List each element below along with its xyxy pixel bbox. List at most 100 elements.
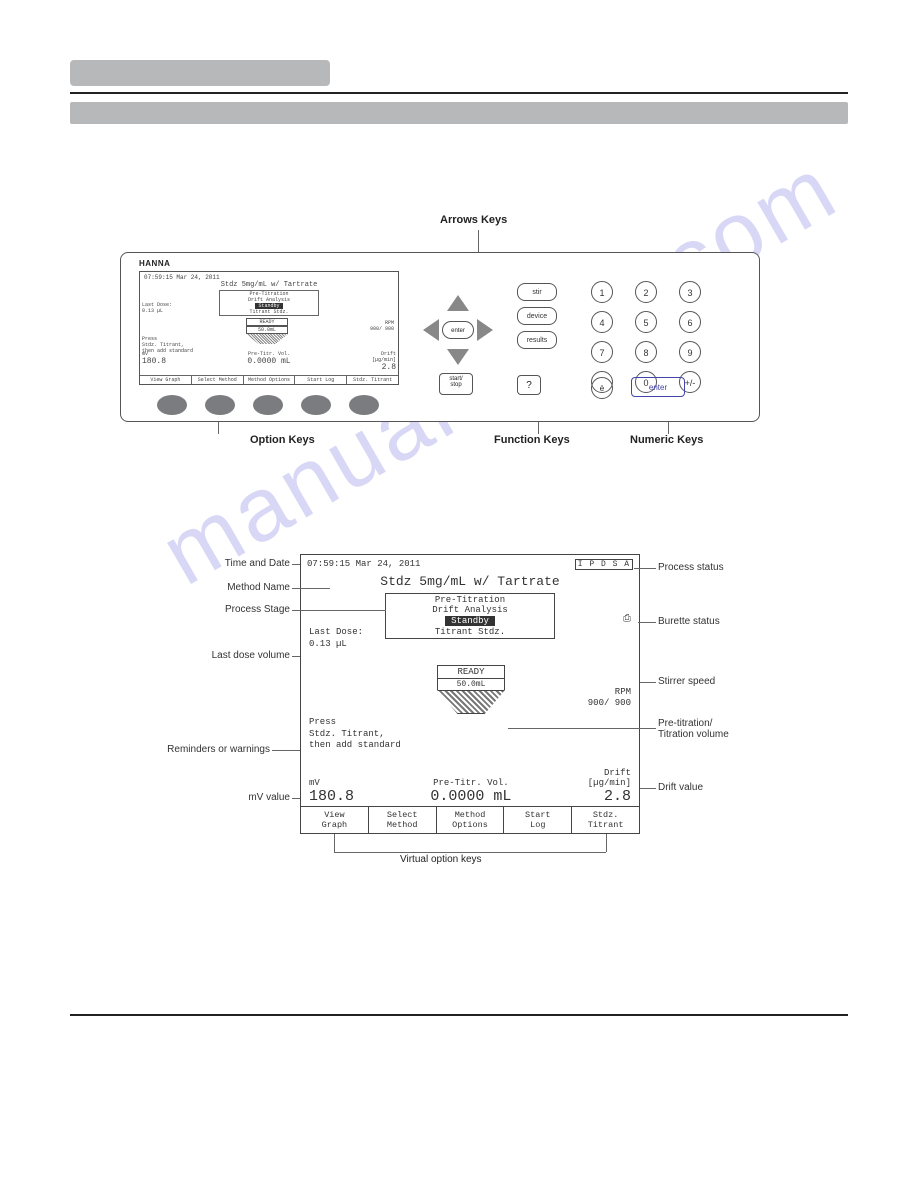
pretitr-label: Pre-Titr. Vol. [430, 778, 511, 788]
label-option-keys: Option Keys [250, 434, 315, 446]
key-6[interactable]: 6 [679, 311, 701, 333]
drift-value: 2.8 [588, 788, 631, 805]
leader-drift-value: Drift value [658, 782, 798, 793]
screen-values-row: mV 180.8 Pre-Titr. Vol. 0.0000 mL Drift … [309, 768, 631, 805]
softkey-view-graph[interactable]: ViewGraph [301, 807, 369, 833]
option-keys-row [157, 395, 379, 415]
option-key-1[interactable] [157, 395, 187, 415]
label-function-keys: Function Keys [494, 434, 570, 446]
mini-sk5[interactable]: Stdz. Titrant [347, 376, 398, 384]
softkey-start-log[interactable]: StartLog [504, 807, 572, 833]
vessel-widget: READY 50.0mL [437, 665, 505, 714]
arrow-pad: enter [423, 295, 493, 365]
leadline-method [292, 588, 330, 589]
arrow-enter[interactable]: enter [442, 321, 474, 339]
proc-line-2: Drift Analysis [387, 605, 553, 615]
key-3[interactable]: 3 [679, 281, 701, 303]
screen-rpm: RPM 900/ 900 [588, 687, 631, 709]
key-4[interactable]: 4 [591, 311, 613, 333]
mini-drift: Drift[µg/min]2.8 [372, 351, 396, 372]
lcd-screen: 07:59:15 Mar 24, 2011 I P D S A Stdz 5mg… [300, 554, 640, 834]
mini-cone [246, 334, 288, 344]
key-8[interactable]: 8 [635, 341, 657, 363]
softkey-stdz-titrant[interactable]: Stdz.Titrant [572, 807, 639, 833]
leadline-procstat [634, 568, 656, 569]
arrow-right[interactable] [477, 319, 493, 341]
arrow-down[interactable] [447, 349, 469, 365]
msg-2: Stdz. Titrant, [309, 729, 401, 741]
vok-tick-1 [334, 834, 335, 852]
key-7[interactable]: 7 [591, 341, 613, 363]
vessel-cone [437, 690, 505, 714]
e-button[interactable]: e [591, 377, 613, 399]
mv-block: mV 180.8 [309, 778, 354, 805]
key-5[interactable]: 5 [635, 311, 657, 333]
mini-vessel: READY 50.0mL [246, 318, 288, 344]
proc-line-4: Titrant Stdz. [387, 627, 553, 637]
mv-label: mV [309, 778, 354, 788]
screen-time: 07:59:15 Mar 24, 2011 [307, 559, 420, 570]
proc-line-1: Pre-Titration [387, 595, 553, 605]
enter-button[interactable]: enter [631, 377, 685, 397]
device-button[interactable]: device [517, 307, 557, 325]
option-key-2[interactable] [205, 395, 235, 415]
leader-reminders: Reminders or warnings [150, 744, 270, 755]
rpm-value: 900/ 900 [588, 698, 631, 709]
key-9[interactable]: 9 [679, 341, 701, 363]
screen-top-bar: 07:59:15 Mar 24, 2011 I P D S A [301, 555, 639, 572]
mini-lastdose: Last Dose: 0.13 µL [142, 302, 172, 314]
vessel-ready: READY [437, 665, 505, 678]
option-key-4[interactable] [301, 395, 331, 415]
mini-sk3[interactable]: Method Options [244, 376, 296, 384]
start-stop-button[interactable]: start/ stop [439, 373, 473, 395]
drift-block: Drift [µg/min] 2.8 [588, 768, 631, 805]
leader-process-stage: Process Stage [170, 604, 290, 615]
lead-func [538, 422, 539, 434]
logo-text: HANNA [139, 259, 170, 268]
screen-status-icons: I P D S A [575, 559, 633, 570]
mini-sk1[interactable]: View Graph [140, 376, 192, 384]
softkey-select-method[interactable]: SelectMethod [369, 807, 437, 833]
last-dose-label: Last Dose: [309, 627, 363, 639]
proc-standby: Standby [445, 616, 495, 626]
mv-value: 180.8 [309, 788, 354, 805]
arrow-left[interactable] [423, 319, 439, 341]
vok-tick-2 [606, 834, 607, 852]
mini-time: 07:59:15 Mar 24, 2011 [144, 274, 394, 281]
rpm-label: RPM [588, 687, 631, 698]
burette-icon: ⎙ [623, 613, 631, 625]
mini-sk4[interactable]: Start Log [295, 376, 347, 384]
mini-screen: 07:59:15 Mar 24, 2011 Stdz 5mg/mL w/ Tar… [139, 271, 399, 385]
mini-sk2[interactable]: Select Method [192, 376, 244, 384]
stir-button[interactable]: stir [517, 283, 557, 301]
page-content: Arrows Keys HANNA Instruments 07:59:15 M… [0, 0, 918, 1056]
key-1[interactable]: 1 [591, 281, 613, 303]
drift-label: Drift [588, 768, 631, 778]
help-button[interactable]: ? [517, 375, 541, 395]
pretitr-value: 0.0000 mL [430, 788, 511, 805]
key-2[interactable]: 2 [635, 281, 657, 303]
pretitr-block: Pre-Titr. Vol. 0.0000 mL [430, 778, 511, 805]
results-button[interactable]: results [517, 331, 557, 349]
option-key-5[interactable] [349, 395, 379, 415]
arrow-up[interactable] [447, 295, 469, 311]
mini-mid: Pre-Titr. Vol.0.0000 mL [247, 351, 290, 372]
leadline-burette [638, 622, 656, 623]
leader-last-dose: Last dose volume [170, 650, 290, 661]
screen-process-box: Pre-Titration Drift Analysis Standby Tit… [385, 593, 555, 639]
option-key-3[interactable] [253, 395, 283, 415]
device-panel: HANNA Instruments 07:59:15 Mar 24, 2011 … [120, 252, 760, 422]
leader-time-date: Time and Date [170, 558, 290, 569]
softkey-method-options[interactable]: MethodOptions [437, 807, 505, 833]
top-rule [70, 92, 848, 94]
start-stop-l2: stop [450, 382, 461, 388]
msg-3: then add standard [309, 740, 401, 752]
leadline-time [292, 564, 300, 565]
device-diagram: Arrows Keys HANNA Instruments 07:59:15 M… [70, 234, 848, 494]
vok-bracket [334, 852, 606, 853]
leadline-mv [292, 798, 300, 799]
label-numeric-keys: Numeric Keys [630, 434, 703, 446]
screen-diagram: 07:59:15 Mar 24, 2011 I P D S A Stdz 5mg… [70, 554, 848, 914]
function-key-column: stir device results [517, 283, 557, 349]
lead-num [668, 422, 669, 434]
